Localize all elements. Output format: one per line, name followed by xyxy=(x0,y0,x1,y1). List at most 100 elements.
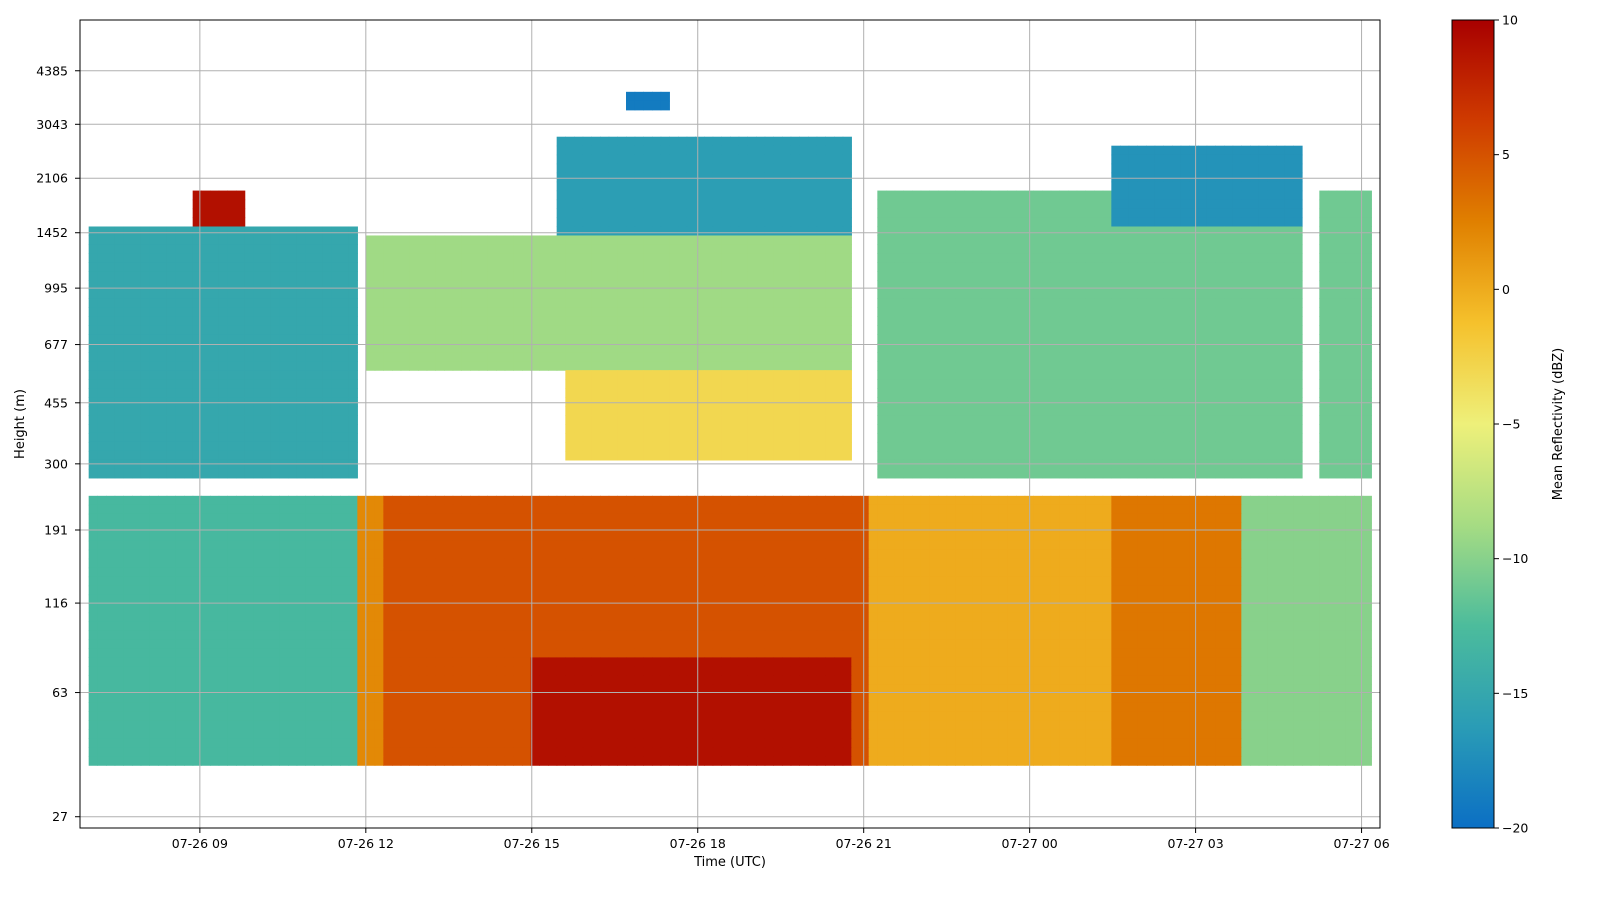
heatmap-cell xyxy=(1102,253,1112,263)
heatmap-cell xyxy=(955,271,965,281)
heatmap-cell xyxy=(903,271,913,281)
heatmap-cell xyxy=(1050,298,1060,308)
heatmap-cell xyxy=(1241,334,1251,344)
heatmap-cell xyxy=(97,307,107,317)
heatmap-cell xyxy=(912,253,922,263)
heatmap-cell xyxy=(912,208,922,219)
heatmap-cell xyxy=(1276,316,1286,326)
heatmap-cell xyxy=(1033,415,1043,425)
heatmap-cell xyxy=(140,424,150,434)
heatmap-cell xyxy=(652,145,662,156)
heatmap-cell xyxy=(218,379,228,389)
heatmap-cell xyxy=(938,190,948,201)
heatmap-cell xyxy=(912,388,922,398)
heatmap-cell xyxy=(1016,235,1026,246)
heatmap-cell xyxy=(764,235,774,246)
heatmap-cell xyxy=(626,495,636,506)
heatmap-cell xyxy=(617,163,627,174)
heatmap-cell xyxy=(1180,262,1190,272)
heatmap-cell xyxy=(955,190,965,201)
heatmap-cell xyxy=(1180,217,1190,228)
heatmap-cell xyxy=(114,459,124,470)
heatmap-cell xyxy=(1232,424,1242,434)
heatmap-cell xyxy=(695,424,705,434)
heatmap-cell xyxy=(626,504,636,515)
heatmap-cell xyxy=(1224,522,1234,533)
heatmap-cell xyxy=(964,298,974,308)
heatmap-cell xyxy=(192,513,202,524)
heatmap-cell xyxy=(1180,450,1190,461)
heatmap-cell xyxy=(322,424,332,434)
heatmap-cell xyxy=(1094,334,1104,344)
heatmap-cell xyxy=(738,522,748,533)
heatmap-cell xyxy=(825,136,835,147)
heatmap-cell xyxy=(296,253,306,263)
heatmap-cell xyxy=(270,397,280,407)
heatmap-cell xyxy=(279,406,289,416)
heatmap-cell xyxy=(842,352,852,362)
heatmap-cell xyxy=(296,280,306,290)
heatmap-cell xyxy=(764,253,774,263)
heatmap-cell xyxy=(1198,513,1208,524)
heatmap-cell xyxy=(123,450,133,461)
heatmap-cell xyxy=(1362,441,1372,452)
heatmap-cell xyxy=(366,325,376,335)
heatmap-cell xyxy=(348,262,358,272)
heatmap-cell xyxy=(305,397,315,407)
heatmap-cell xyxy=(600,522,610,533)
heatmap-cell xyxy=(1206,190,1216,201)
heatmap-cell xyxy=(816,352,826,362)
heatmap-cell xyxy=(808,163,818,174)
heatmap-cell xyxy=(1154,370,1164,380)
heatmap-cell xyxy=(348,343,358,353)
heatmap-cell xyxy=(808,424,818,434)
heatmap-cell xyxy=(1137,513,1147,524)
heatmap-cell xyxy=(444,495,454,506)
heatmap-cell xyxy=(929,379,939,389)
heatmap-cell xyxy=(617,244,627,255)
heatmap-cell xyxy=(1094,226,1104,237)
heatmap-cell xyxy=(678,145,688,156)
heatmap-cell xyxy=(123,379,133,389)
heatmap-cell xyxy=(1033,388,1043,398)
heatmap-cell xyxy=(730,495,740,506)
heatmap-cell xyxy=(1198,495,1208,506)
heatmap-cell xyxy=(643,441,653,452)
heatmap-cell xyxy=(669,298,679,308)
heatmap-cell xyxy=(1146,468,1156,479)
heatmap-cell xyxy=(678,441,688,452)
heatmap-cell xyxy=(643,199,653,210)
heatmap-cell xyxy=(1345,388,1355,398)
heatmap-cell xyxy=(738,244,748,255)
heatmap-cell xyxy=(738,145,748,156)
heatmap-cell xyxy=(1120,334,1130,344)
heatmap-cell xyxy=(1241,280,1251,290)
heatmap-cell xyxy=(886,280,896,290)
heatmap-cell xyxy=(340,406,350,416)
heatmap-cell xyxy=(1206,208,1216,219)
heatmap-cell xyxy=(998,244,1008,255)
heatmap-cell xyxy=(1042,280,1052,290)
heatmap-cell xyxy=(825,280,835,290)
heatmap-cell xyxy=(1111,163,1121,174)
heatmap-cell xyxy=(894,253,904,263)
heatmap-cell xyxy=(1276,298,1286,308)
heatmap-cell xyxy=(1189,280,1199,290)
heatmap-cell xyxy=(730,163,740,174)
heatmap-cell xyxy=(816,450,826,461)
heatmap-cell xyxy=(903,495,913,506)
heatmap-cell xyxy=(314,441,324,452)
heatmap-cell xyxy=(426,280,436,290)
heatmap-cell xyxy=(574,154,584,165)
heatmap-cell xyxy=(88,424,98,434)
heatmap-cell xyxy=(1276,172,1286,183)
heatmap-cell xyxy=(678,217,688,228)
heatmap-cell xyxy=(262,513,272,524)
heatmap-cell xyxy=(184,441,194,452)
heatmap-cell xyxy=(513,504,523,515)
heatmap-cell xyxy=(1076,397,1086,407)
heatmap-cell xyxy=(1267,235,1277,246)
heatmap-cell xyxy=(678,397,688,407)
heatmap-cell xyxy=(288,343,298,353)
heatmap-cell xyxy=(617,199,627,210)
